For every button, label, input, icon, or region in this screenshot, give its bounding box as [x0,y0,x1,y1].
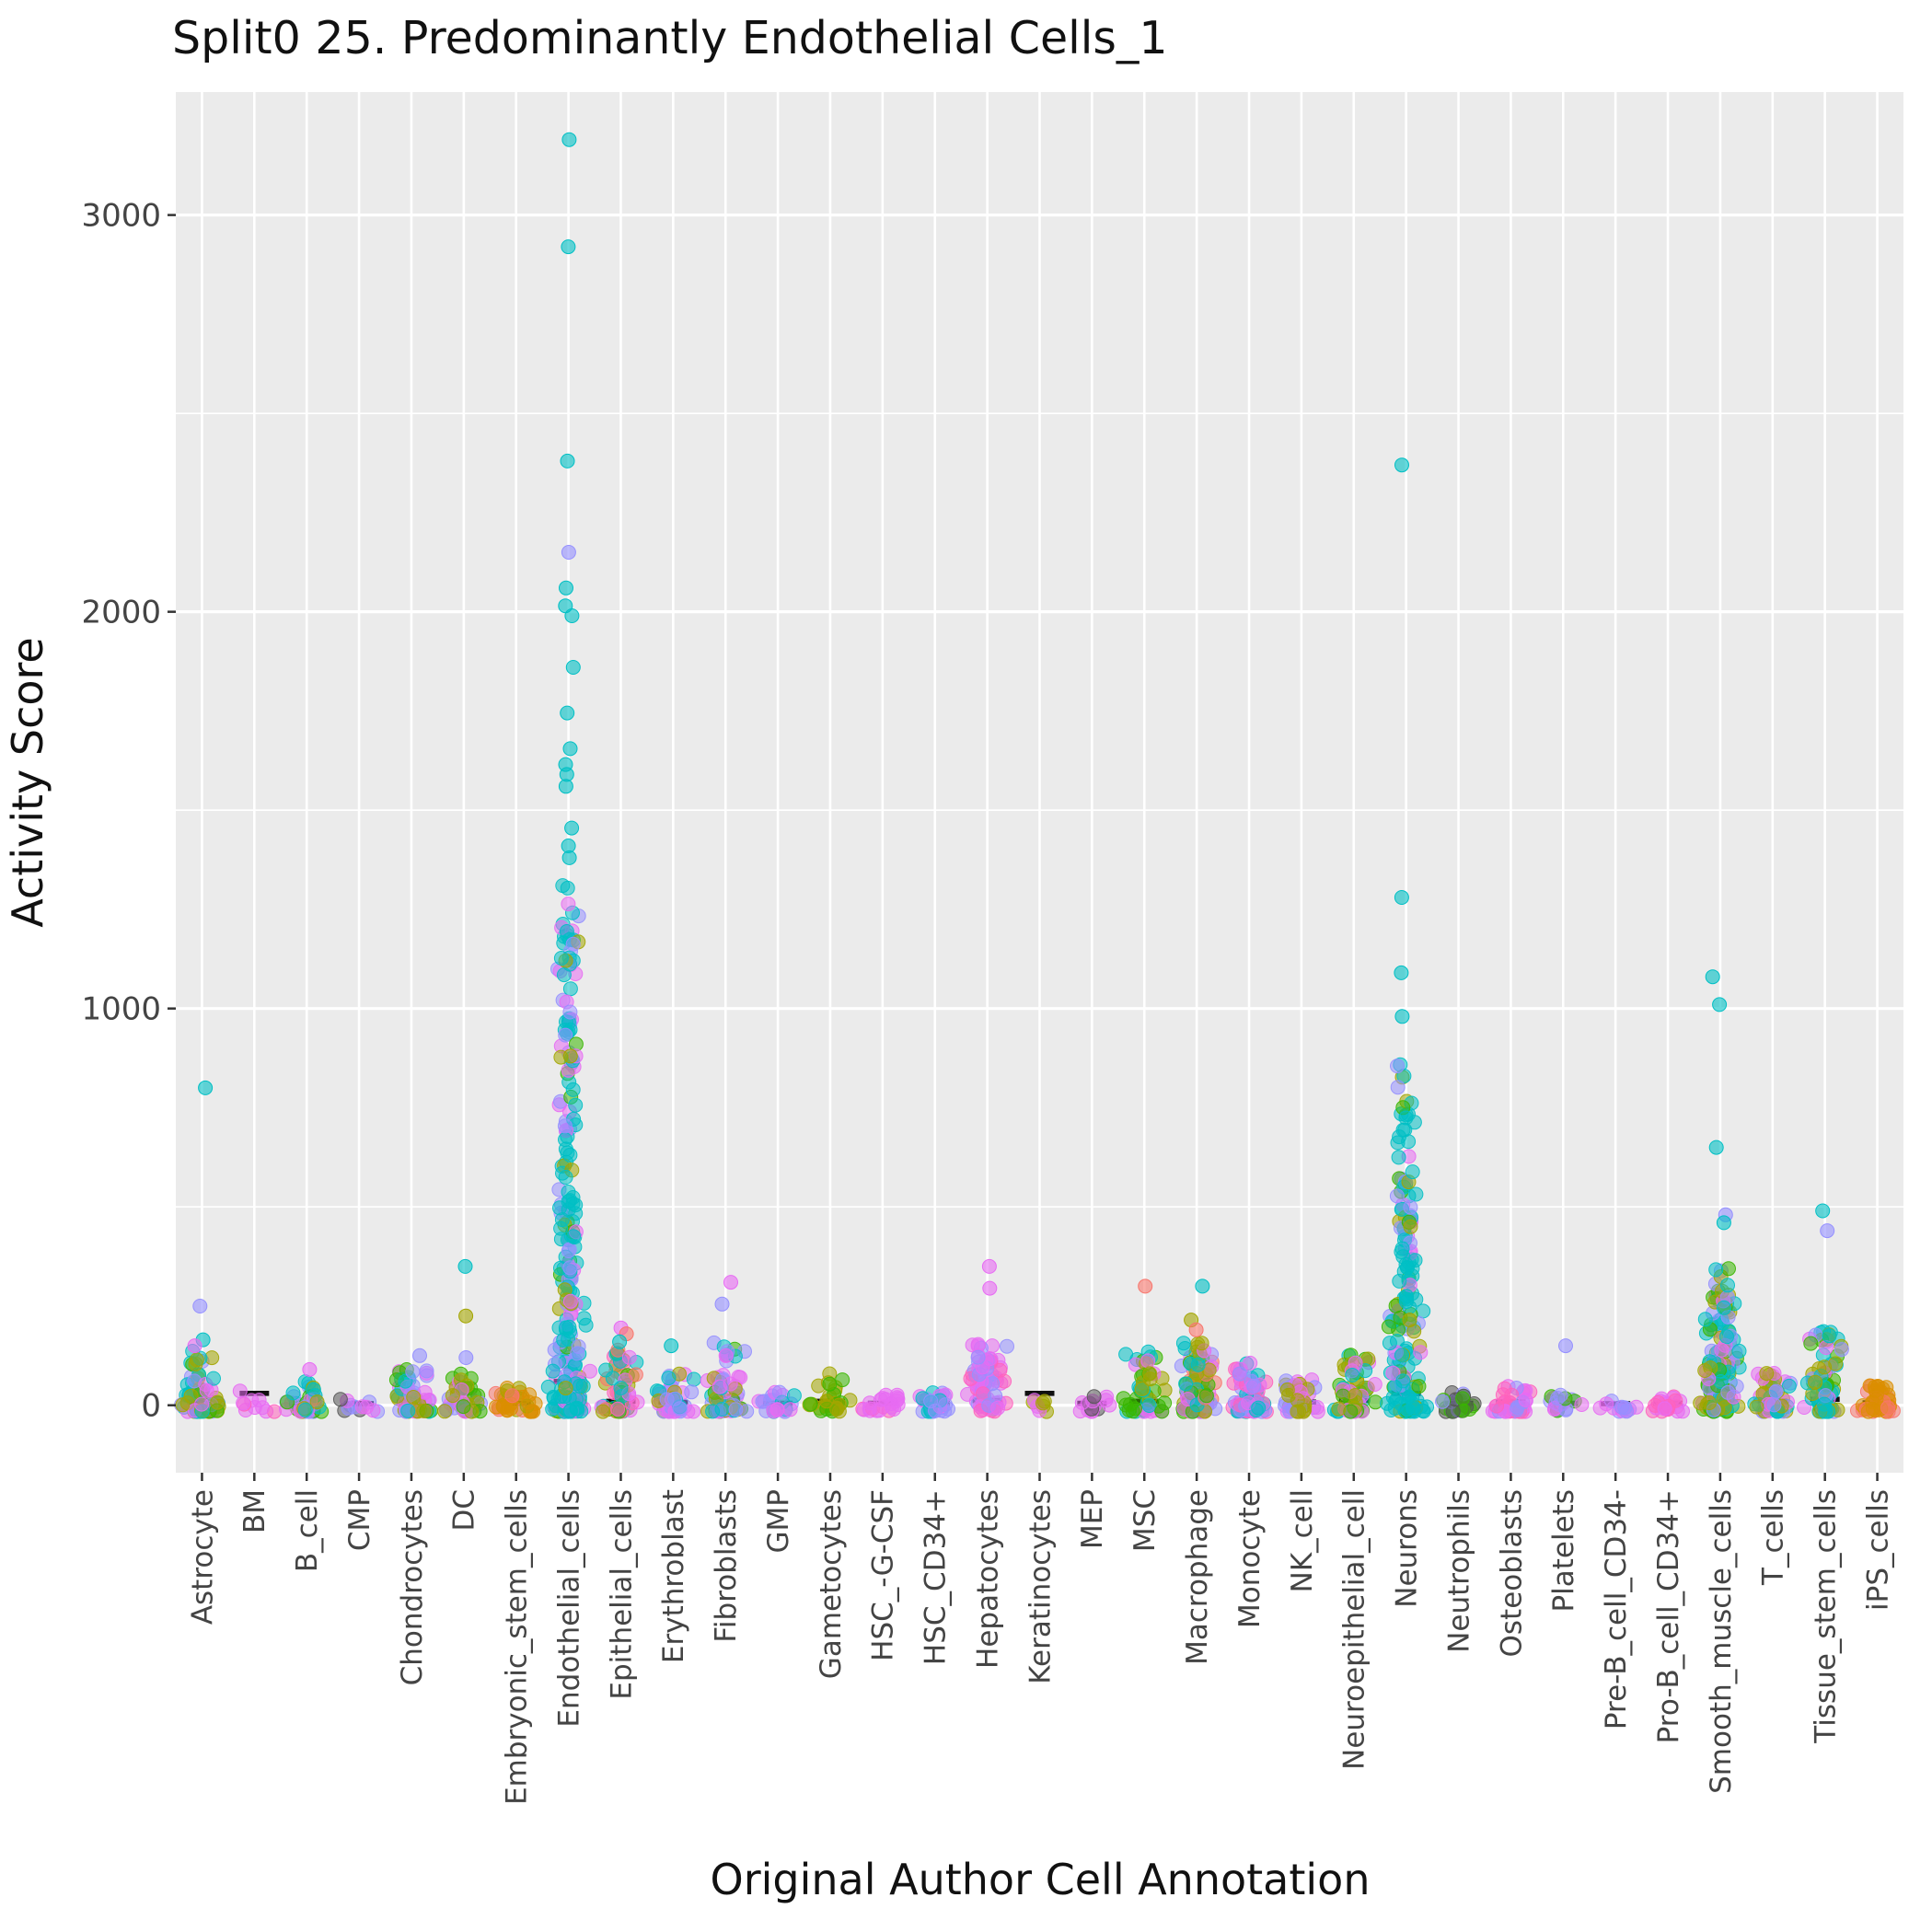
x-tick-label: MEP [1076,1489,1109,1549]
gridlines-layer [176,92,1903,1473]
x-tick-label: Gametocytes [815,1489,848,1679]
y-tick-label: 1000 [81,991,161,1028]
x-tick-label: MSC [1128,1489,1162,1552]
y-tick-label: 3000 [81,198,161,235]
x-tick-label: Endothelial_cells [552,1489,585,1728]
x-tick-label: CMP [343,1489,376,1551]
x-tick-label: GMP [762,1489,795,1553]
x-tick-label: Osteoblasts [1495,1489,1528,1658]
median-dash [239,1390,270,1396]
x-tick-label: Macrophage [1181,1489,1214,1665]
x-tick-label: Chondrocytes [396,1489,429,1685]
y-axis-title: Activity Score [3,637,52,928]
x-tick-label: DC [448,1489,481,1532]
x-tick-label: Platelets [1547,1489,1580,1613]
x-tick-label: Smooth_muscle_cells [1705,1489,1738,1794]
x-axis-labels: Astrocyte BM B_cell CMP Chondrocytes DC Embryo… [186,1473,1894,1805]
y-tick-label: 0 [141,1388,161,1425]
x-tick-label: Monocyte [1233,1489,1267,1628]
x-tick-label: Embryonic_stem_cells [501,1489,534,1805]
median-dash [1024,1390,1055,1396]
points-layer [174,132,1901,1419]
x-tick-label: Erythroblast [657,1489,690,1663]
x-tick-label: T_cells [1757,1489,1790,1586]
x-tick-label: HSC_-G-CSF [867,1489,900,1661]
x-tick-label: Pre-B_cell_CD34- [1600,1489,1633,1730]
x-tick-label: Epithelial_cells [605,1489,638,1700]
x-tick-label: NK_cell [1286,1489,1319,1592]
x-tick-label: HSC_CD34+ [920,1489,953,1665]
y-tick-label: 2000 [81,595,161,631]
x-tick-label: Neuroepithelial_cell [1338,1489,1371,1770]
y-axis-labels: 0 1000 2000 3000 [81,198,176,1425]
x-tick-label: Neurons [1391,1489,1424,1608]
x-tick-label: Keratinocytes [1024,1489,1057,1684]
x-tick-label: Hepatocytes [971,1489,1004,1669]
x-tick-label: Astrocyte [186,1489,219,1625]
x-tick-label: BM [238,1489,272,1533]
x-tick-label: Neutrophils [1442,1489,1475,1653]
x-tick-label: iPS_cells [1861,1489,1894,1611]
x-axis-title: Original Author Cell Annotation [711,1855,1371,1904]
x-tick-label: B_cell [291,1489,324,1572]
x-tick-label: Fibroblasts [710,1489,743,1643]
chart-title: Split0 25. Predominantly Endothelial Cel… [172,12,1168,64]
x-tick-label: Pro-B_cell_CD34+ [1652,1489,1685,1743]
x-tick-label: Tissue_stem_cells [1810,1489,1843,1744]
